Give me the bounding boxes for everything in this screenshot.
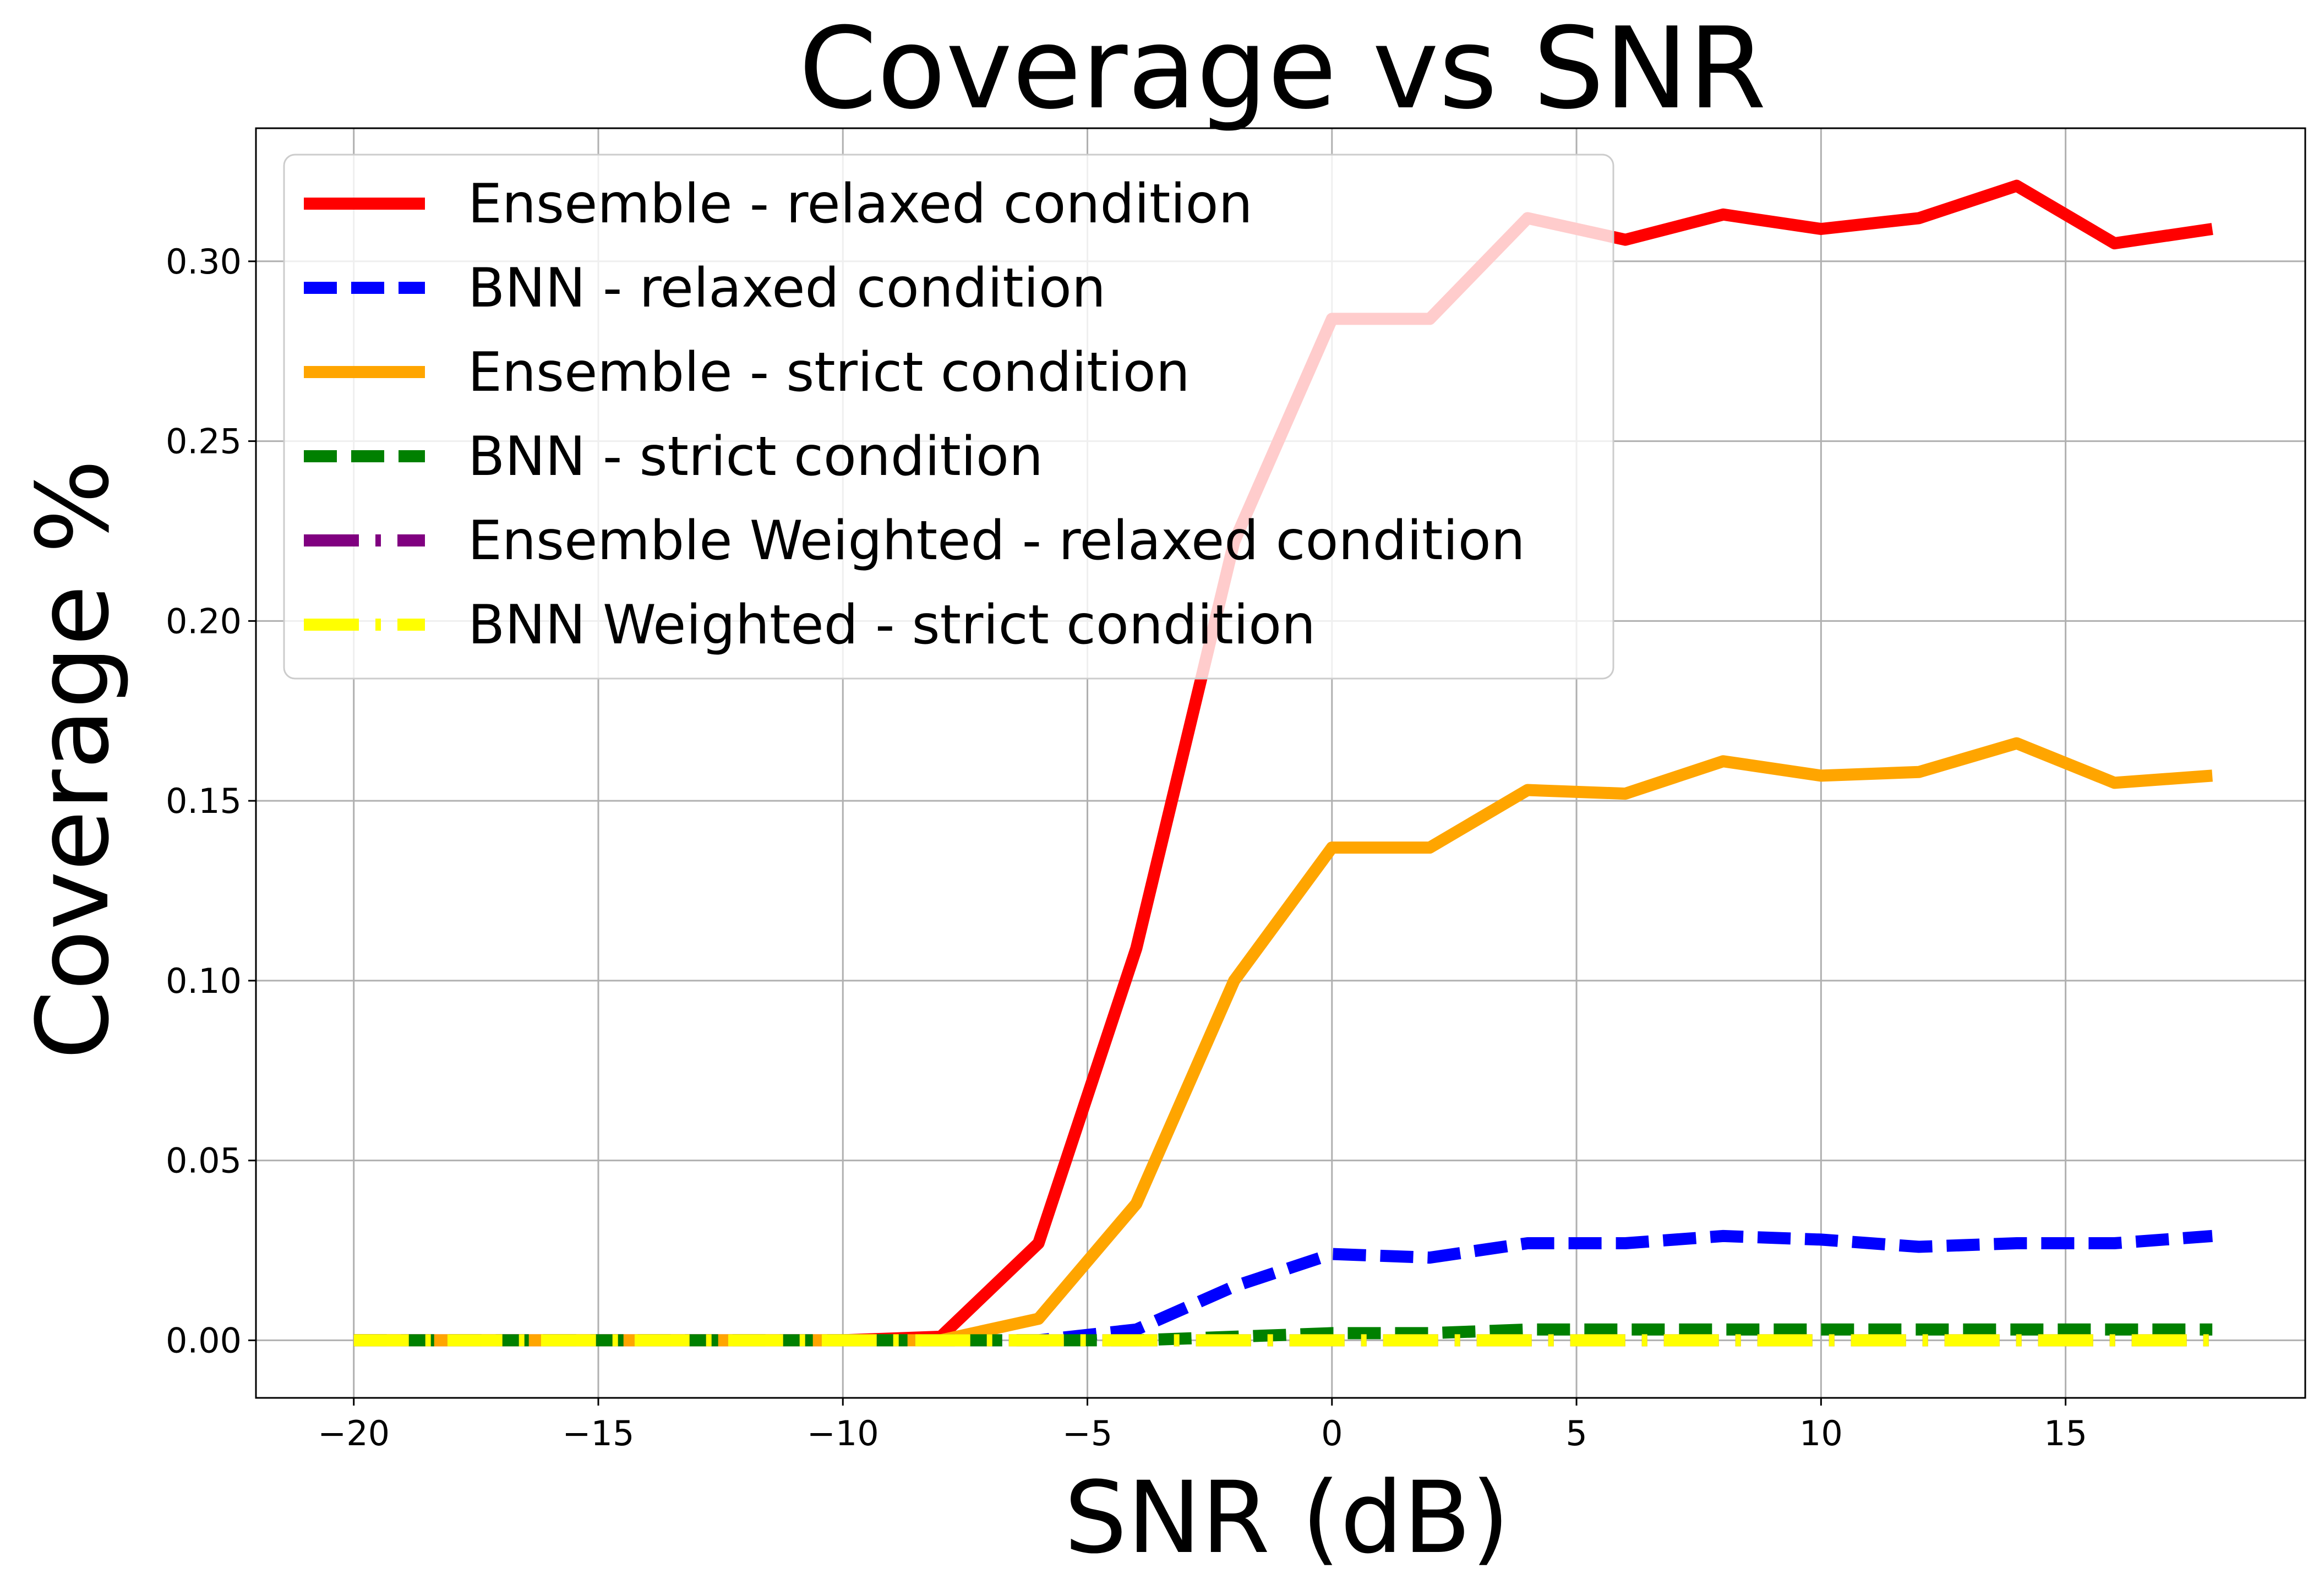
- x-tick-label: −10: [807, 1413, 879, 1453]
- y-tick-label: 0.25: [166, 422, 242, 462]
- legend-label-2: BNN - relaxed condition: [468, 257, 1106, 320]
- chart-title: Coverage vs SNR: [799, 4, 1766, 134]
- x-tick-label: −5: [1062, 1413, 1112, 1453]
- legend-box: [283, 154, 1614, 680]
- y-tick-label: 0.00: [166, 1320, 242, 1360]
- y-tick-label: 0.30: [166, 242, 242, 282]
- y-tick-label: 0.15: [166, 781, 242, 821]
- legend-label-4: BNN - strict condition: [468, 425, 1043, 488]
- legend: Ensemble - relaxed condition BNN - relaxe…: [283, 154, 1614, 680]
- legend-label-3: Ensemble - strict condition: [468, 341, 1190, 404]
- legend-label-6: BNN Weighted - strict condition: [468, 594, 1316, 657]
- x-tick-label: 10: [1799, 1413, 1843, 1453]
- y-axis-label: Coverage %: [16, 460, 131, 1060]
- y-tick-label: 0.20: [166, 601, 242, 641]
- y-tick-label: 0.10: [166, 961, 242, 1001]
- series-lines: [353, 179, 2213, 1347]
- x-tick-label: 0: [1321, 1413, 1343, 1453]
- axis-ticks: −20 −15 −10 −5 0 5 10 15 0.00 0.05 0.10 0.15 0.20 0.2…: [166, 242, 2087, 1453]
- x-tick-label: −15: [563, 1413, 635, 1453]
- y-tick-label: 0.05: [166, 1141, 242, 1181]
- x-tick-label: 15: [2044, 1413, 2087, 1453]
- legend-label-5: Ensemble Weighted - relaxed condition: [468, 510, 1525, 572]
- plot-area-frame: [255, 127, 2306, 1399]
- x-axis-label: SNR (dB): [1064, 1461, 1509, 1576]
- legend-label-1: Ensemble - relaxed condition: [468, 173, 1253, 236]
- x-tick-label: 5: [1565, 1413, 1587, 1453]
- x-tick-label: −20: [318, 1413, 390, 1453]
